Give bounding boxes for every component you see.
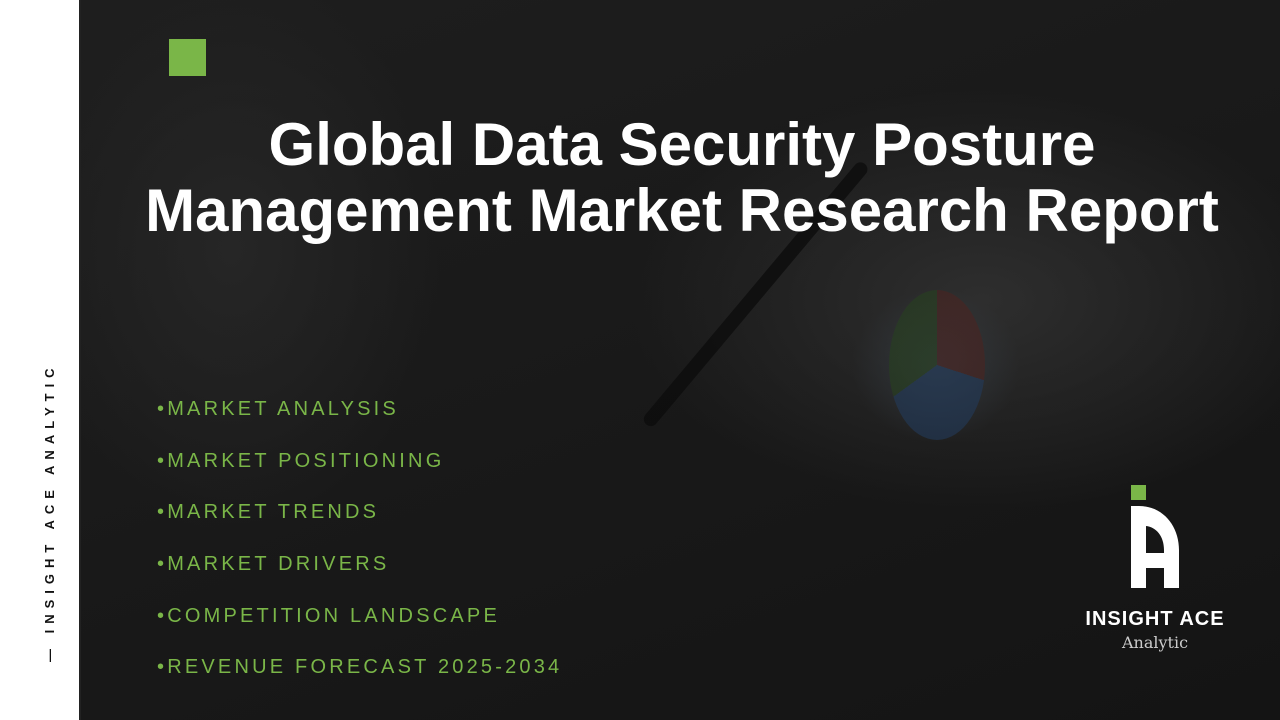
logo-a-icon	[1131, 506, 1179, 588]
list-item: •MARKET ANALYSIS	[157, 398, 399, 420]
background-pie-chart	[889, 290, 985, 440]
list-item: •MARKET TRENDS	[157, 501, 380, 524]
accent-square	[169, 39, 206, 76]
list-item: •MARKET DRIVERS	[157, 553, 390, 576]
list-item: •COMPETITION LANDSCAPE	[157, 604, 500, 627]
logo-subtitle: Analytic	[1121, 633, 1189, 652]
sidebar-brand-text: — INSIGHT ACE ANALYTIC	[42, 362, 57, 662]
feature-list: •MARKET ANALYSIS •MARKET POSITIONING •MA…	[157, 394, 562, 704]
sidebar: — INSIGHT ACE ANALYTIC	[0, 0, 81, 720]
title-line-2: Management Market Research Report	[145, 177, 1219, 244]
title-line-1: Global Data Security Posture	[268, 111, 1096, 178]
logo-name: INSIGHT ACE	[1085, 608, 1225, 630]
list-item: •MARKET POSITIONING	[157, 449, 445, 472]
page-title: Global Data Security Posture Management …	[82, 112, 1280, 244]
background-photo	[81, 0, 1280, 720]
logo-square-icon	[1131, 485, 1146, 500]
list-item: •REVENUE FORECAST 2025-2034	[157, 656, 563, 679]
